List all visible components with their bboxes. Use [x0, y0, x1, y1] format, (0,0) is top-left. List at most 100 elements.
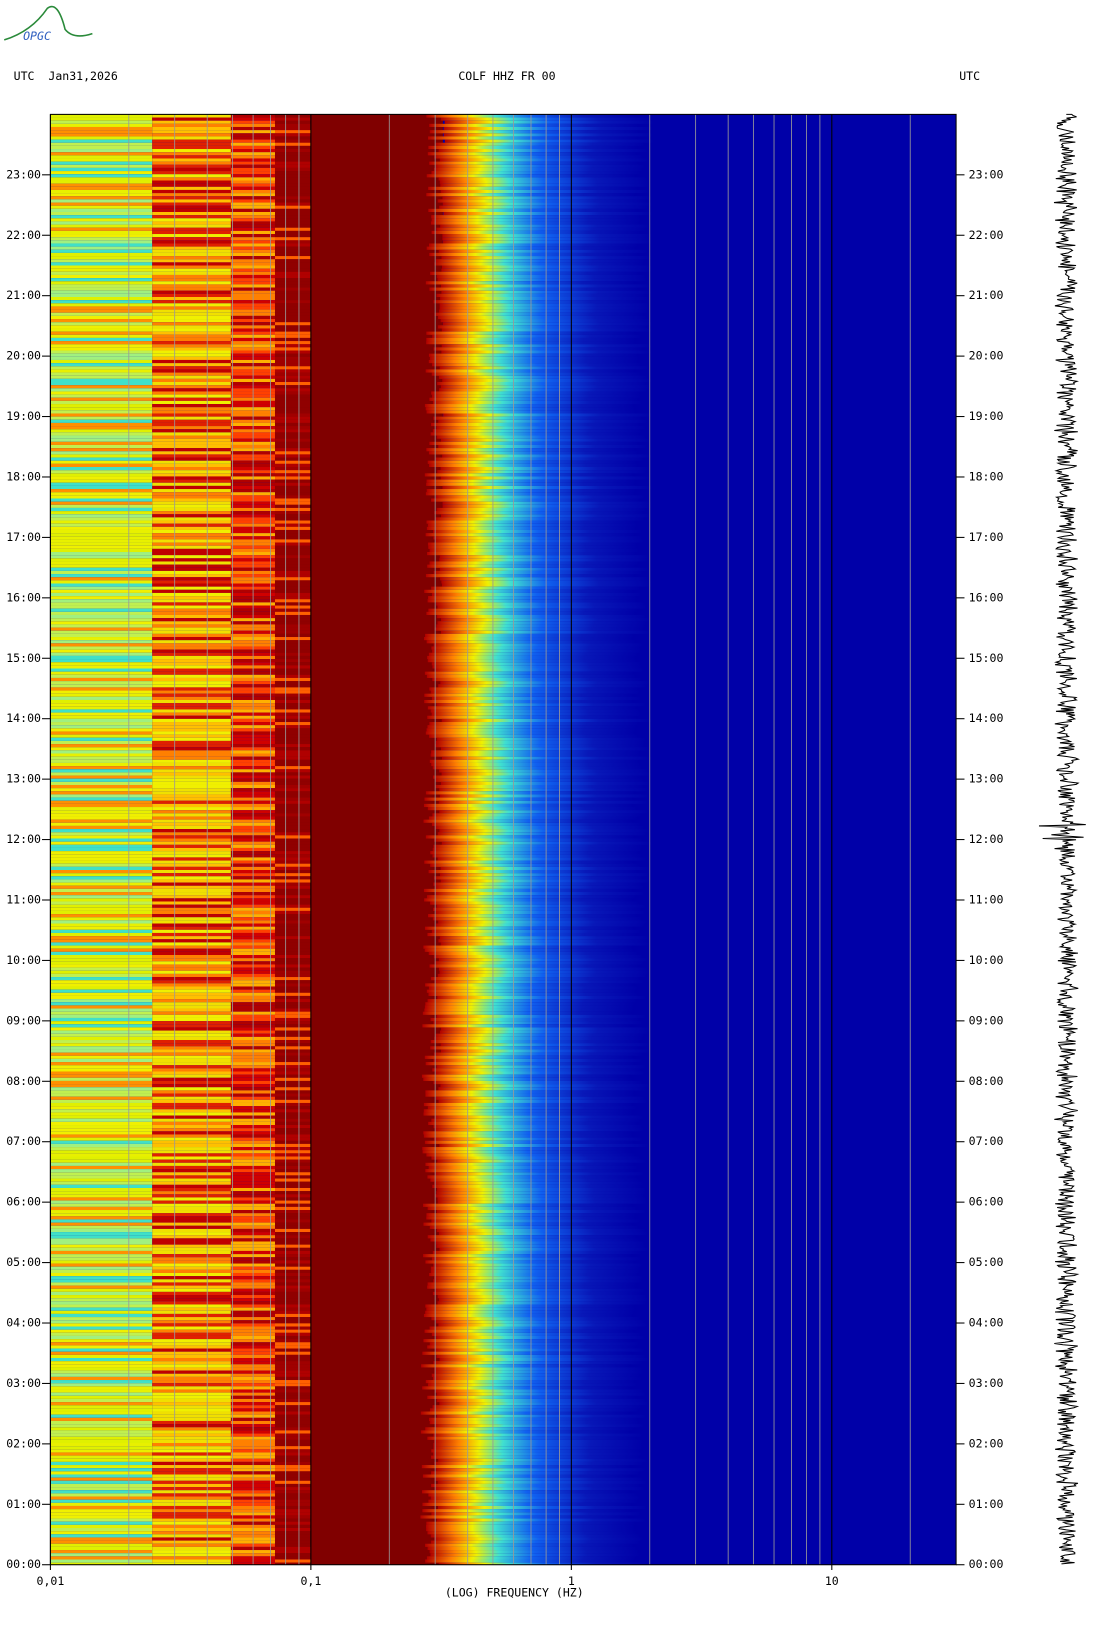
spectrogram-cell — [152, 1008, 231, 1012]
spectrogram-cell — [274, 164, 311, 168]
spectrogram-cell — [274, 1077, 311, 1081]
spectrogram-cell — [50, 1304, 153, 1308]
spectrogram-cell — [427, 552, 637, 556]
spectrogram-cell — [50, 205, 153, 209]
spectrogram-cell — [429, 1408, 640, 1412]
spectrogram-cell — [433, 1021, 644, 1025]
spectrogram-cell — [152, 778, 231, 782]
spectrogram-cell — [274, 189, 311, 194]
spectrogram-cell — [427, 807, 638, 811]
spectrogram-cell — [50, 473, 153, 477]
spectrogram-cell — [424, 948, 635, 952]
spectrogram-cell — [274, 287, 311, 291]
spectrogram-cell — [50, 986, 153, 990]
spectrogram-cell — [428, 608, 639, 612]
spectrogram-cell — [428, 1493, 639, 1497]
y-tick-label: 17:00 — [969, 530, 1004, 544]
spectrogram-cell — [152, 394, 231, 398]
spectrogram-cell — [274, 1184, 311, 1188]
spectrogram-cell — [274, 152, 311, 156]
spectrogram-cell — [440, 467, 651, 471]
spectrogram-cell — [152, 158, 231, 162]
spectrogram-cell — [274, 1490, 311, 1494]
spectrogram-cell — [152, 1036, 231, 1041]
spectrogram-cell — [152, 1528, 231, 1532]
spectrogram-cell — [50, 199, 153, 203]
spectrogram-cell — [425, 1543, 635, 1547]
spectrogram-cell — [152, 1232, 231, 1236]
spectrogram-cell — [152, 1184, 231, 1188]
spectrogram-cell — [428, 652, 639, 656]
spectrogram-cell — [152, 1546, 231, 1551]
spectrogram-cell — [274, 599, 311, 603]
spectrogram-cell — [274, 123, 311, 127]
spectrogram-cell — [274, 1071, 311, 1075]
spectrogram-cell — [274, 1320, 311, 1324]
spectrogram-cell — [438, 1458, 649, 1462]
spectrogram-cell — [152, 1402, 231, 1406]
spectrogram-cell — [50, 356, 153, 360]
spectrogram-cell — [152, 967, 231, 971]
spectrogram-cell — [274, 1065, 311, 1069]
spectrogram-cell — [50, 857, 153, 861]
spectrogram-cell — [50, 1276, 153, 1280]
spectrogram-cell — [428, 136, 638, 140]
spectrogram-cell — [50, 762, 153, 767]
spectrogram-cell — [50, 1518, 153, 1522]
spectrogram-cell — [429, 1550, 640, 1554]
spectrogram-cell — [274, 1461, 311, 1466]
spectrogram-cell — [274, 1121, 311, 1126]
spectrogram-cell — [152, 574, 231, 578]
spectrogram-cell — [152, 1487, 231, 1491]
spectrogram-cell — [427, 715, 638, 719]
spectrogram-cell — [50, 665, 153, 669]
spectrogram-cell — [152, 416, 231, 420]
spectrogram-cell — [152, 375, 231, 379]
spectrogram-cell — [50, 152, 153, 156]
spectrogram-cell — [274, 1272, 311, 1277]
spectrogram-cell — [50, 271, 153, 275]
logo: OPGC — [23, 29, 51, 43]
spectrogram-cell — [431, 662, 642, 666]
spectrogram-cell — [152, 485, 231, 490]
spectrogram-cell — [274, 1373, 311, 1377]
spectrogram-cell — [434, 511, 645, 515]
spectrogram-cell — [152, 126, 231, 131]
spectrogram-cell — [274, 986, 311, 990]
spectrogram-cell — [274, 243, 311, 247]
spectrogram-cell — [274, 1118, 311, 1122]
spectrogram-cell — [50, 400, 153, 405]
spectrogram-cell — [434, 1367, 645, 1371]
spectrogram-cell — [274, 476, 311, 480]
spectrogram-cell — [50, 596, 153, 600]
spectrogram-cell — [152, 693, 231, 697]
x-tick-label: 0,01 — [37, 1574, 65, 1588]
spectrogram-cell — [152, 1436, 231, 1440]
spectrogram-cell — [152, 1087, 231, 1091]
spectrogram-cell — [274, 942, 311, 946]
spectrogram-cell — [274, 1474, 311, 1478]
spectrogram-cell — [274, 851, 311, 855]
spectrogram-cell — [274, 847, 311, 852]
spectrogram-cell — [434, 668, 645, 672]
spectrogram-cell — [274, 1376, 311, 1381]
spectrogram-cell — [152, 961, 231, 965]
spectrogram-cell — [420, 1515, 631, 1519]
spectrogram-cell — [274, 671, 311, 675]
spectrogram-cell — [274, 961, 311, 965]
spectrogram-cell — [274, 1181, 311, 1185]
spectrogram-cell — [50, 435, 153, 439]
y-tick-label: 23:00 — [969, 167, 1004, 181]
spectrogram-cell — [50, 929, 153, 933]
spectrogram-cell — [152, 939, 231, 943]
spectrogram-cell — [274, 426, 311, 430]
spectrogram-cell — [50, 633, 153, 638]
spectrogram-cell — [50, 331, 153, 335]
spectrogram-cell — [152, 1140, 231, 1144]
spectrogram-cell — [152, 1093, 231, 1097]
spectrogram-cell — [50, 1389, 153, 1393]
spectrogram-cell — [152, 1169, 231, 1173]
spectrogram-cell — [429, 548, 640, 553]
spectrogram-cell — [50, 1197, 153, 1201]
spectrogram-cell — [431, 1317, 642, 1321]
